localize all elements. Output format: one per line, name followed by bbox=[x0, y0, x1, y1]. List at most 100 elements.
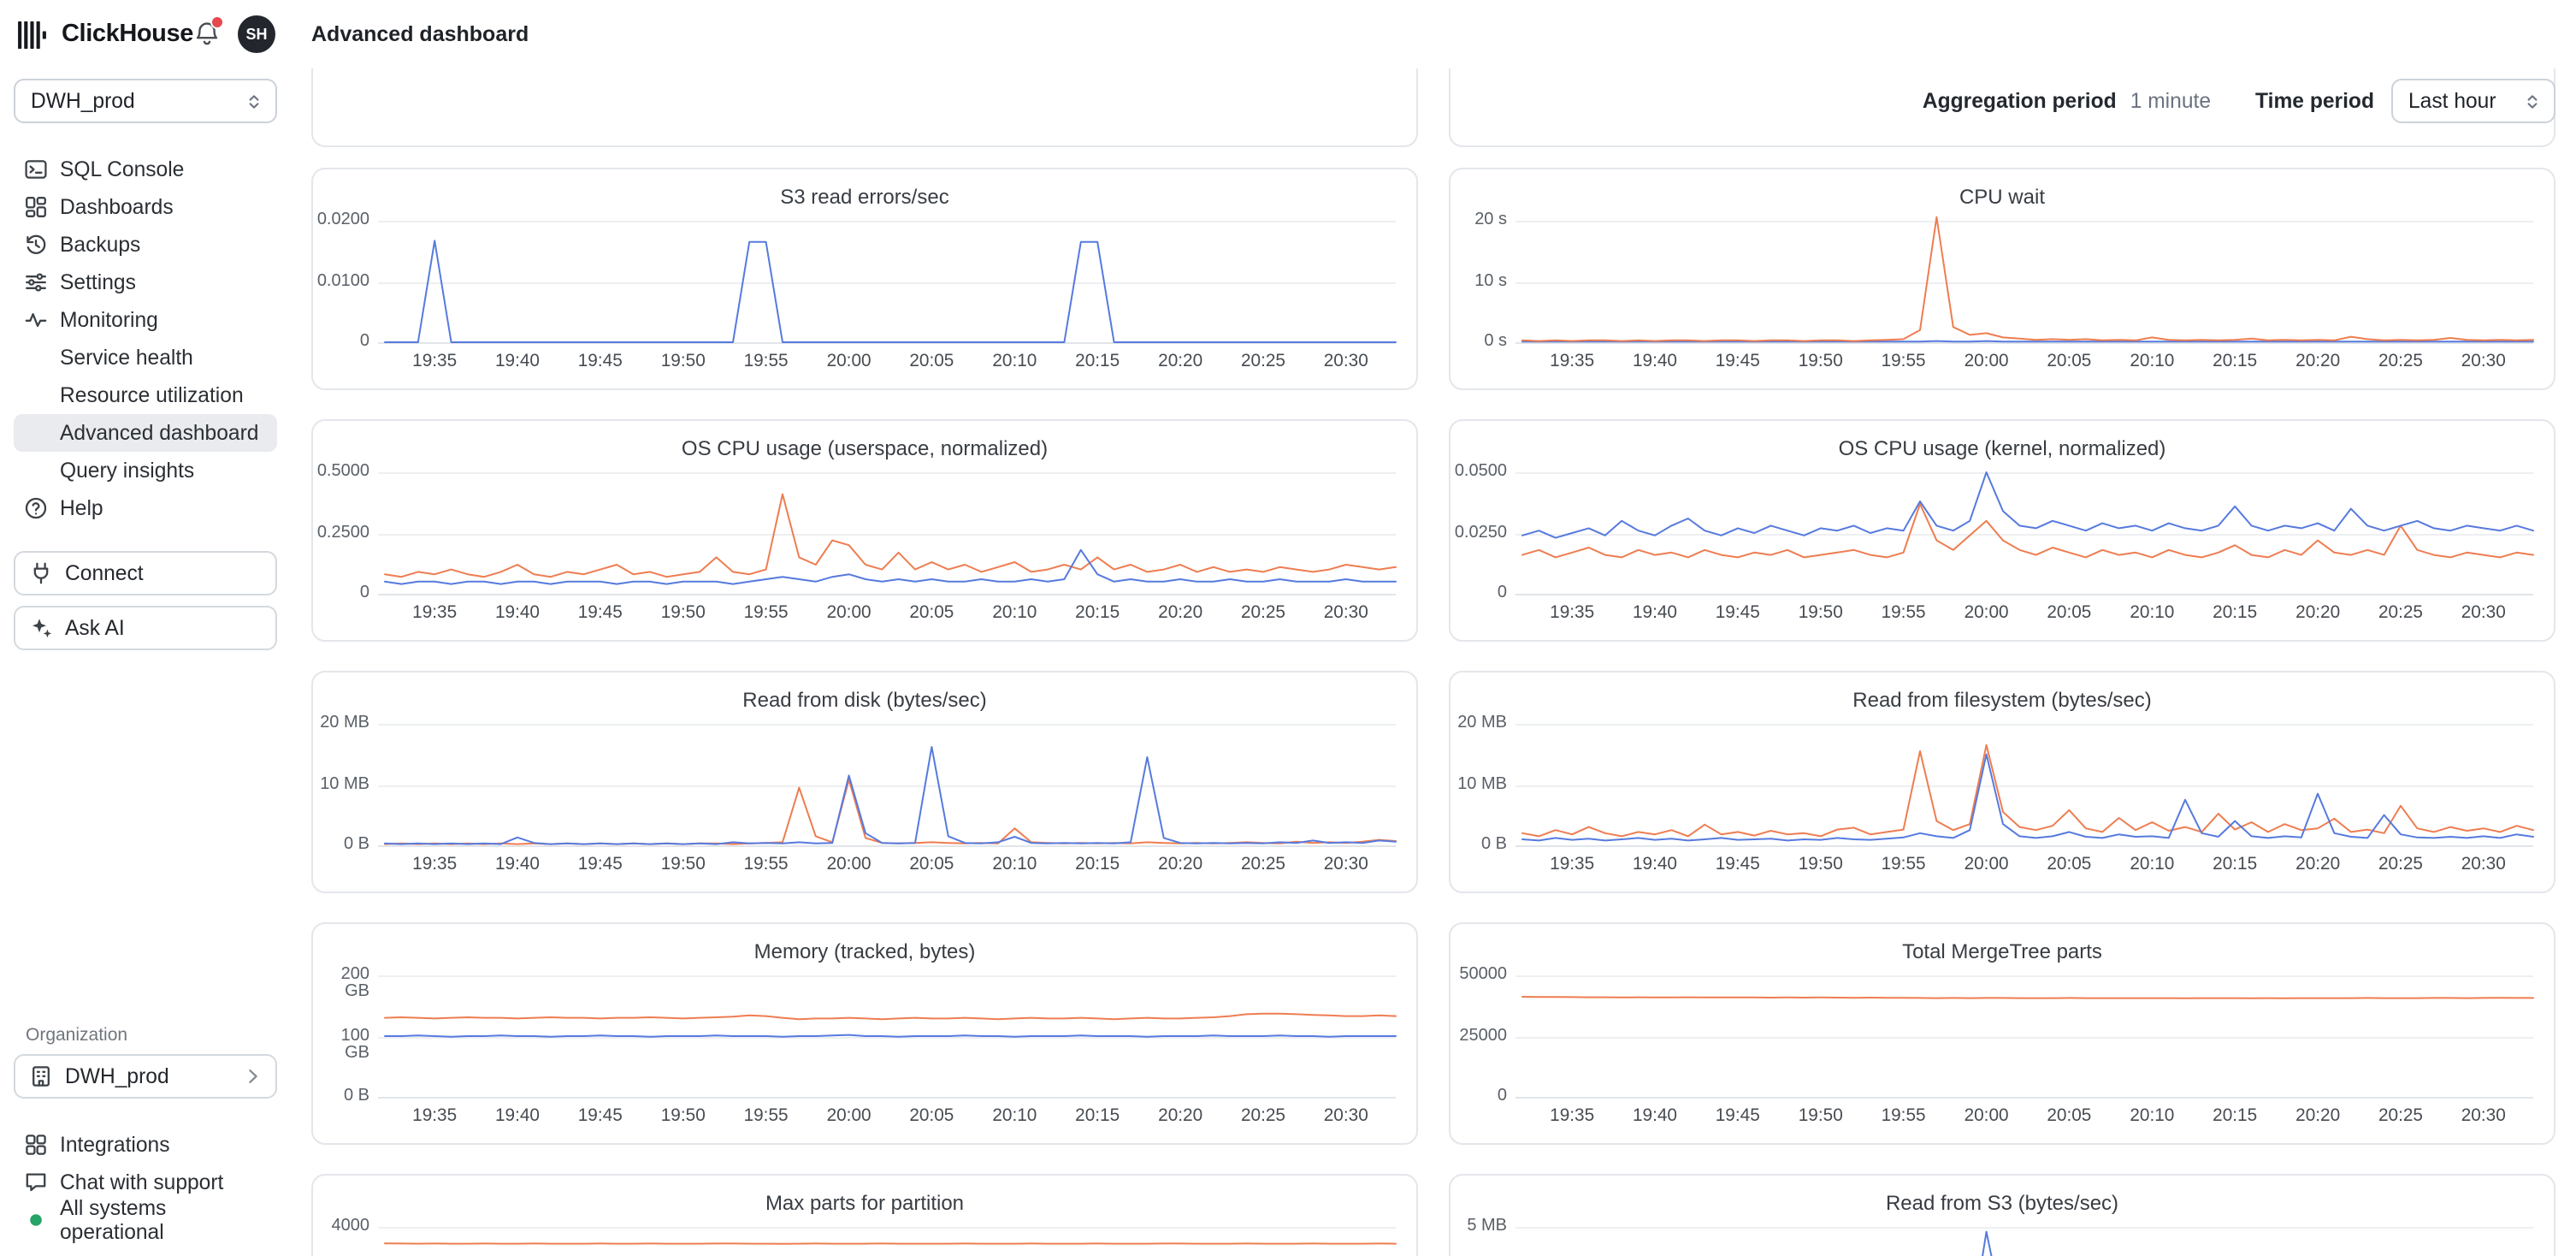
chart-plot[interactable] bbox=[1450, 1176, 2557, 1256]
chart-title: Read from disk (bytes/sec) bbox=[742, 688, 987, 712]
x-tick-label: 20:10 bbox=[992, 856, 1037, 874]
sidebar-item-advanced-dashboard[interactable]: Advanced dashboard bbox=[14, 414, 277, 452]
settings-icon bbox=[24, 270, 48, 294]
sidebar-item-label: Settings bbox=[60, 270, 136, 294]
backups-icon bbox=[24, 233, 48, 257]
x-tick-label: 19:40 bbox=[494, 604, 540, 623]
gridline bbox=[1515, 724, 2533, 725]
gridline bbox=[378, 281, 1396, 282]
chart-plot[interactable] bbox=[1450, 169, 2557, 392]
chart-title: Total MergeTree parts bbox=[1902, 939, 2102, 963]
y-tick-label: 100 GB bbox=[340, 1026, 369, 1062]
charts-grid: S3 read errors/sec 0.0200 0.0100 0 19:35 19:4… bbox=[311, 168, 2555, 1256]
gridline bbox=[1515, 281, 2533, 282]
chart-card-os-cpu-usage-kernel-normalized[interactable]: OS CPU usage (kernel, normalized) 0.0500 0… bbox=[1449, 419, 2555, 642]
sidebar-header: ClickHouse SH bbox=[0, 15, 291, 53]
x-tick-label: 20:05 bbox=[909, 1107, 954, 1126]
chart-card-read-from-disk-bytes-sec[interactable]: Read from disk (bytes/sec) 20 MB 10 MB 0 B 1… bbox=[311, 671, 1418, 893]
notification-dot bbox=[210, 15, 224, 29]
chart-card-max-parts-for-partition[interactable]: Max parts for partition40002000019:3519:… bbox=[311, 1174, 1418, 1256]
sidebar-footer: Organization DWH_prod Integrations Chat w… bbox=[14, 1025, 277, 1244]
aggregation-period-value[interactable]: 1 minute bbox=[2130, 89, 2212, 113]
gridline bbox=[1515, 472, 2533, 473]
chart-card-read-from-filesystem-bytes-sec[interactable]: Read from filesystem (bytes/sec) 20 MB 10 … bbox=[1449, 671, 2555, 893]
x-tick-label: 20:05 bbox=[2047, 604, 2092, 623]
x-tick-label: 20:15 bbox=[2213, 353, 2258, 371]
x-tick-label: 19:40 bbox=[1632, 1107, 1677, 1126]
x-tick-label: 20:20 bbox=[2295, 353, 2341, 371]
chart-card-total-mergetree-parts[interactable]: Total MergeTree parts 50000 25000 0 19:35 19:… bbox=[1449, 922, 2555, 1145]
y-tick-label: 200 GB bbox=[340, 965, 369, 1001]
chart-plot[interactable] bbox=[1450, 924, 2557, 1146]
x-tick-label: 20:05 bbox=[909, 353, 954, 371]
sidebar-item-chat-with-support[interactable]: Chat with support bbox=[14, 1164, 277, 1201]
notifications-button[interactable] bbox=[193, 15, 224, 48]
x-tick-label: 19:45 bbox=[577, 604, 623, 623]
clickhouse-logo-icon[interactable] bbox=[17, 20, 50, 49]
sidebar-item-label: All systems operational bbox=[60, 1196, 167, 1244]
chart-card-cpu-wait[interactable]: CPU wait 20 s 10 s 0 s 19:35 19:40 19:45 19:50 1… bbox=[1449, 168, 2555, 390]
x-tick-label: 20:30 bbox=[1323, 604, 1368, 623]
x-tick-label: 20:20 bbox=[1158, 604, 1203, 623]
sidebar-item-query-insights[interactable]: Query insights bbox=[14, 452, 277, 489]
unfold-icon bbox=[245, 92, 263, 110]
chart-plot[interactable] bbox=[1450, 672, 2557, 895]
chart-card-s3-read-errors-sec[interactable]: S3 read errors/sec 0.0200 0.0100 0 19:35 19:4… bbox=[311, 168, 1418, 390]
x-tick-label: 20:30 bbox=[1323, 856, 1368, 874]
sidebar-item-help[interactable]: Help bbox=[14, 489, 277, 527]
chevron-right-icon bbox=[241, 1064, 265, 1088]
organization-selector[interactable]: DWH_prod bbox=[14, 1054, 277, 1099]
x-tick-label: 20:25 bbox=[2378, 353, 2423, 371]
x-tick-label: 19:50 bbox=[1798, 353, 1843, 371]
chart-plot[interactable] bbox=[1450, 421, 2557, 643]
y-tick-label: 0 bbox=[359, 584, 369, 602]
gridline bbox=[378, 1227, 1396, 1228]
gridline bbox=[1515, 975, 2533, 976]
x-tick-label: 19:45 bbox=[577, 353, 623, 371]
chart-card-read-from-s3-bytes-sec[interactable]: Read from S3 (bytes/sec)5 MB2.5 MB0 B19:… bbox=[1449, 1174, 2555, 1256]
sidebar-item-service-health[interactable]: Service health bbox=[14, 339, 277, 376]
x-tick-label: 19:45 bbox=[1715, 1107, 1760, 1126]
sidebar-item-label: Service health bbox=[60, 346, 193, 370]
chart-card-memory-tracked-bytes[interactable]: Memory (tracked, bytes) 200 GB 100 GB 0 B 19… bbox=[311, 922, 1418, 1145]
x-tick-label: 19:55 bbox=[743, 353, 789, 371]
chart-plot[interactable] bbox=[313, 169, 1420, 392]
sidebar-item-settings[interactable]: Settings bbox=[14, 264, 277, 301]
x-tick-label: 19:50 bbox=[660, 353, 706, 371]
x-tick-label: 19:40 bbox=[1632, 604, 1677, 623]
x-tick-label: 19:45 bbox=[1715, 856, 1760, 874]
y-tick-label: 0 B bbox=[343, 835, 369, 854]
x-tick-label: 20:15 bbox=[1075, 353, 1120, 371]
connect-button[interactable]: Connect bbox=[14, 551, 277, 595]
chart-plot[interactable] bbox=[313, 1176, 1420, 1256]
chart-plot[interactable] bbox=[313, 421, 1420, 643]
gridline bbox=[378, 1097, 1396, 1098]
sidebar-item-label: Resource utilization bbox=[60, 383, 244, 407]
x-tick-label: 20:00 bbox=[826, 604, 871, 623]
clipped-chart-card bbox=[1449, 68, 2555, 147]
button-label: Ask AI bbox=[65, 616, 125, 640]
sidebar-item-all-systems-operational[interactable]: All systems operational bbox=[14, 1196, 277, 1244]
sidebar-item-integrations[interactable]: Integrations bbox=[14, 1126, 277, 1164]
x-tick-label: 19:55 bbox=[1881, 353, 1926, 371]
sidebar-item-monitoring[interactable]: Monitoring bbox=[14, 301, 277, 339]
workspace-selector[interactable]: DWH_prod bbox=[14, 79, 277, 123]
chart-title: OS CPU usage (kernel, normalized) bbox=[1838, 436, 2166, 460]
x-tick-label: 20:05 bbox=[909, 856, 954, 874]
y-tick-label: 20 MB bbox=[320, 714, 369, 732]
gridline bbox=[378, 845, 1396, 846]
user-avatar[interactable]: SH bbox=[237, 15, 275, 53]
chart-plot[interactable] bbox=[313, 924, 1420, 1146]
bell-icon bbox=[193, 21, 221, 48]
sidebar-item-backups[interactable]: Backups bbox=[14, 226, 277, 264]
sidebar-item-sql-console[interactable]: SQL Console bbox=[14, 151, 277, 188]
dashboard-controls: Aggregation period 1 minute Time period … bbox=[1923, 79, 2555, 123]
chart-plot[interactable] bbox=[313, 672, 1420, 895]
chart-card-os-cpu-usage-userspace-normalized[interactable]: OS CPU usage (userspace, normalized) 0.50… bbox=[311, 419, 1418, 642]
ask-ai-button[interactable]: Ask AI bbox=[14, 606, 277, 650]
gridline bbox=[378, 472, 1396, 473]
sidebar-item-resource-utilization[interactable]: Resource utilization bbox=[14, 376, 277, 414]
x-tick-label: 19:55 bbox=[743, 604, 789, 623]
sidebar-item-dashboards[interactable]: Dashboards bbox=[14, 188, 277, 226]
time-period-select[interactable]: Last hour bbox=[2391, 79, 2555, 123]
